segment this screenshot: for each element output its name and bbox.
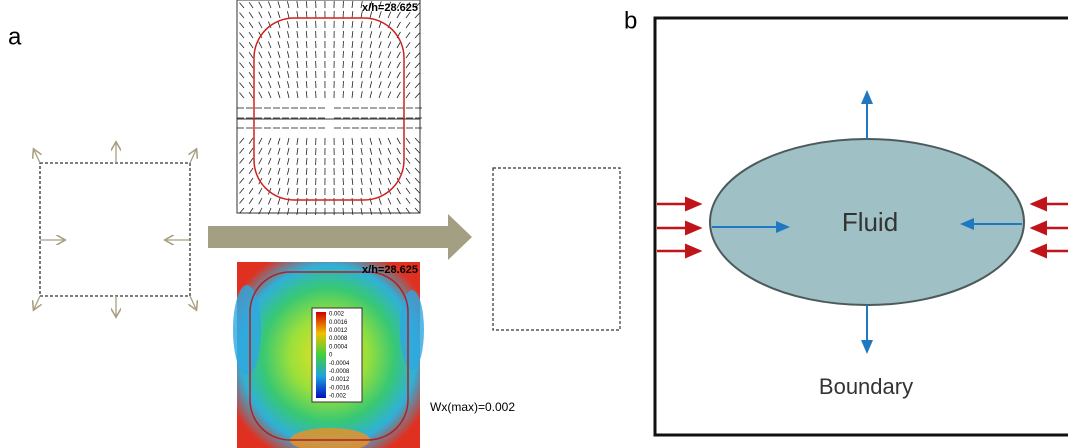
process-arrow (208, 214, 472, 260)
dashed-box (493, 168, 620, 330)
vector (343, 208, 344, 215)
deformation-sketch (34, 143, 196, 316)
arrow (34, 150, 40, 163)
colorbar-label: 0.002 (329, 312, 345, 318)
vector (343, 198, 344, 205)
arrow (190, 296, 196, 309)
colorbar-label: -0.002 (329, 394, 347, 400)
panel-label: b (624, 7, 637, 34)
colorbar-scale (316, 312, 326, 398)
contour-blob (400, 290, 424, 370)
panel-label: a (8, 23, 22, 50)
vector (343, 168, 344, 175)
vector (343, 71, 344, 78)
vector (343, 1, 344, 8)
vector (343, 11, 344, 18)
max-label: Wx(max)=0.002 (430, 400, 515, 414)
vector (343, 41, 344, 48)
annotation: x/h=28.625 (362, 2, 418, 14)
colorbar-label: -0.0016 (329, 385, 350, 391)
vector (343, 91, 344, 98)
colorbar-label: -0.0008 (329, 369, 350, 375)
arrow (190, 150, 196, 163)
arrow (34, 296, 40, 309)
vector (343, 81, 344, 88)
figure: a x/h=28.625 x/h=28.625 0.002 0.0016 0.001… (0, 0, 1068, 448)
vector (343, 178, 344, 185)
vector (343, 61, 344, 68)
vector (343, 51, 344, 58)
colorbar-label: -0.0012 (329, 377, 350, 383)
vector (343, 31, 344, 38)
boundary-label: Boundary (819, 374, 913, 399)
vector (343, 21, 344, 28)
vector (343, 188, 344, 195)
colorbar-label: -0.0004 (329, 361, 350, 367)
vector (343, 138, 344, 145)
vector (343, 148, 344, 155)
fluid-label: Fluid (842, 207, 898, 237)
colorbar-label: 0.0008 (329, 336, 348, 342)
vector (343, 158, 344, 165)
colorbar: 0.0020.00160.00120.00080.00040-0.0004-0.… (312, 308, 362, 402)
dashed-box (40, 163, 190, 296)
colorbar-label: 0.0016 (329, 320, 348, 326)
contour-blob (233, 285, 261, 375)
colorbar-label: 0.0004 (329, 344, 348, 350)
colorbar-label: 0.0012 (329, 328, 348, 334)
annotation: x/h=28.625 (362, 264, 418, 276)
